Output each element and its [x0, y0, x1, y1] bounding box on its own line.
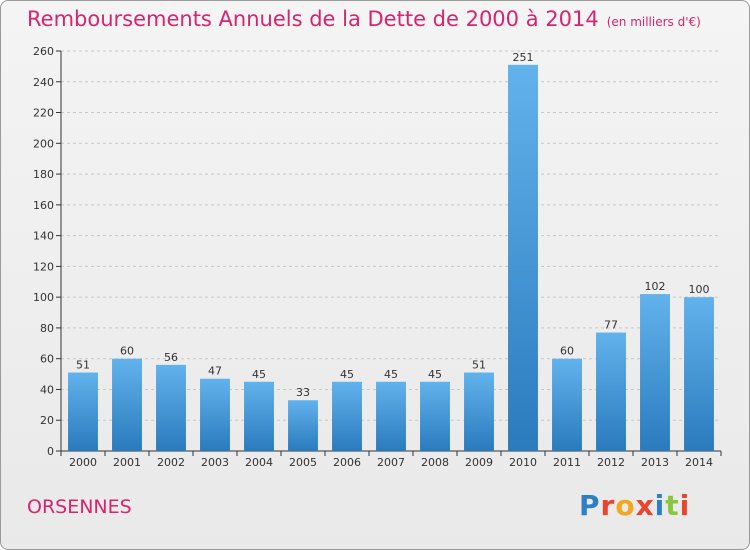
data-label-2012: 77	[604, 319, 618, 332]
y-tick-label: 20	[40, 414, 54, 427]
x-tick-label: 2005	[289, 456, 317, 469]
y-tick-label: 160	[33, 199, 54, 212]
bar-2008	[420, 381, 450, 451]
data-label-2007: 45	[384, 368, 398, 381]
data-label-2004: 45	[252, 368, 266, 381]
y-tick-label: 140	[33, 230, 54, 243]
data-label-2002: 56	[164, 351, 178, 364]
x-tick-label: 2002	[157, 456, 185, 469]
x-tick-label: 2008	[421, 456, 449, 469]
bars	[68, 64, 714, 451]
y-tick-label: 180	[33, 168, 54, 181]
x-tick-label: 2014	[685, 456, 713, 469]
bar-2002	[156, 364, 186, 451]
y-tick-label: 240	[33, 76, 54, 89]
x-tick-label: 2011	[553, 456, 581, 469]
y-tick-label: 220	[33, 107, 54, 120]
bar-2001	[112, 358, 142, 451]
bar-2005	[288, 400, 318, 451]
x-tick-label: 2012	[597, 456, 625, 469]
x-tick-label: 2000	[69, 456, 97, 469]
data-label-2005: 33	[296, 386, 310, 399]
bar-2011	[552, 358, 582, 451]
logo-letter: P	[579, 489, 601, 522]
y-tick-label: 200	[33, 137, 54, 150]
y-tick-label: 60	[40, 353, 54, 366]
bar-2009	[464, 372, 494, 451]
data-label-2006: 45	[340, 368, 354, 381]
y-tick-label: 100	[33, 291, 54, 304]
logo-letter: t	[665, 489, 680, 522]
place-name: ORSENNES	[27, 496, 132, 518]
data-label-2003: 47	[208, 365, 222, 378]
logo-letter: r	[600, 489, 616, 522]
y-tick-label: 0	[47, 445, 54, 458]
y-tick-label: 120	[33, 260, 54, 273]
data-label-2009: 51	[472, 359, 486, 372]
chart-subtitle: (en milliers d'€)	[606, 15, 701, 29]
x-tick-label: 2007	[377, 456, 405, 469]
labels: 0 20 40 60 80 100 120 140 160 180 200 220 240 260 2000…	[33, 45, 713, 469]
x-tick-label: 2004	[245, 456, 273, 469]
logo-letter: o	[615, 489, 636, 522]
bar-2010	[508, 64, 538, 451]
data-label-2010: 251	[513, 51, 534, 64]
data-label-2014: 100	[689, 283, 710, 296]
proxiti-logo: Proxiti	[579, 489, 690, 522]
y-tick-label: 40	[40, 383, 54, 396]
chart-title: Remboursements Annuels de la Dette de 20…	[27, 7, 599, 31]
data-label-2000: 51	[76, 359, 90, 372]
data-label-2001: 60	[120, 345, 134, 358]
x-tick-label: 2001	[113, 456, 141, 469]
bar-2012	[596, 332, 626, 451]
bar-2006	[332, 381, 362, 451]
y-tick-label: 260	[33, 45, 54, 58]
bar-2003	[200, 378, 230, 451]
x-tick-label: 2013	[641, 456, 669, 469]
y-tick-label: 80	[40, 322, 54, 335]
data-label-2011: 60	[560, 345, 574, 358]
bar-2007	[376, 381, 406, 451]
bar-2013	[640, 294, 670, 451]
data-label-2008: 45	[428, 368, 442, 381]
bar-2000	[68, 372, 98, 451]
bar-2004	[244, 381, 274, 451]
logo-letter: i	[654, 489, 666, 522]
bar-2014	[684, 297, 714, 451]
title-row: Remboursements Annuels de la Dette de 20…	[27, 7, 701, 31]
logo-letter: i	[679, 489, 691, 522]
x-tick-label: 2003	[201, 456, 229, 469]
x-tick-label: 2009	[465, 456, 493, 469]
data-label-2013: 102	[645, 280, 666, 293]
x-tick-label: 2010	[509, 456, 537, 469]
x-tick-label: 2006	[333, 456, 361, 469]
logo-letter: x	[635, 489, 655, 522]
